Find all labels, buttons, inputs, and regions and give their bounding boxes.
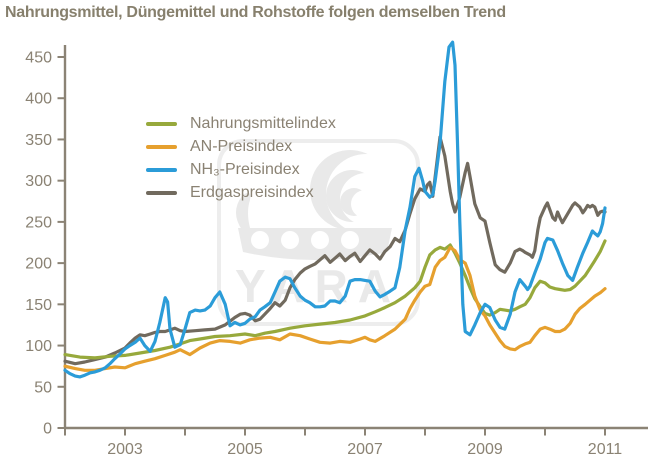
y-tick-label: 300 <box>25 173 52 190</box>
y-tick-label: 350 <box>25 132 52 149</box>
legend-swatch-nahrungsmittelindex <box>146 121 177 126</box>
watermark-text: YARA <box>235 260 401 312</box>
x-tick-label: 2003 <box>107 441 143 458</box>
x-tick-label: 2011 <box>588 441 623 458</box>
legend-swatch-nh3-preisindex <box>146 167 177 172</box>
y-tick-label: 50 <box>34 379 52 396</box>
legend-label-nahrungsmittelindex: Nahrungsmittelindex <box>190 114 336 132</box>
legend-item-nahrungsmittelindex: Nahrungsmittelindex <box>146 112 336 135</box>
y-tick-label: 0 <box>43 421 52 438</box>
yara-watermark: YARA <box>217 139 420 326</box>
watermark-shield <box>311 231 329 249</box>
legend-item-erdgaspreisindex: Erdgaspreisindex <box>146 181 336 204</box>
y-tick-label: 450 <box>25 50 52 67</box>
series-an-preisindex-line <box>63 245 607 372</box>
watermark-crescent-cut-3 <box>351 190 379 218</box>
x-tick-label: 2005 <box>227 441 263 458</box>
y-tick-label: 100 <box>25 338 52 355</box>
y-tick-label: 250 <box>25 214 52 231</box>
legend-item-nh3-preisindex: NH₃-Preisindex <box>146 158 336 181</box>
y-tick-label: 200 <box>25 256 52 273</box>
legend-label-an-preisindex: AN-Preisindex <box>190 137 293 155</box>
legend-swatch-an-preisindex <box>146 144 177 149</box>
x-tick-label: 2007 <box>347 441 383 458</box>
legend-item-an-preisindex: AN-Preisindex <box>146 135 336 158</box>
y-tick-label: 150 <box>25 297 52 314</box>
watermark-ship-prow <box>236 192 251 230</box>
legend-label-erdgaspreisindex: Erdgaspreisindex <box>190 183 314 201</box>
legend-label-nh3-preisindex: NH₃-Preisindex <box>190 160 300 178</box>
series-erdgaspreisindex-line <box>63 135 607 366</box>
watermark-shield <box>341 231 359 249</box>
plot-area: 0 50 100 150 200 250 300 350 400 450 2003 2005 2007 2… <box>25 40 648 458</box>
series-nh3-preisindex-line <box>63 40 607 379</box>
page-title: Nahrungsmittel, Düngemittel und Rohstoff… <box>5 4 506 21</box>
watermark-shield <box>281 231 299 249</box>
legend-swatch-erdgaspreisindex <box>146 190 177 195</box>
chart-legend: Nahrungsmittelindex AN-Preisindex NH₃-Pr… <box>146 112 336 204</box>
y-tick-label: 400 <box>25 91 52 108</box>
series-nahrungsmittelindex-line <box>63 239 607 360</box>
x-tick-label: 2009 <box>467 441 503 458</box>
watermark-shield <box>251 231 269 249</box>
